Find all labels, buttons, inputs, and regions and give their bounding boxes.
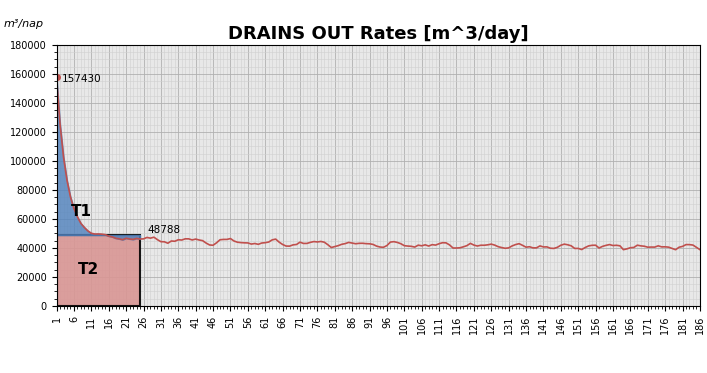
Title: DRAINS OUT Rates [m^3/day]: DRAINS OUT Rates [m^3/day]: [228, 25, 529, 43]
Bar: [57, 235, 140, 306]
Text: m³/nap: m³/nap: [4, 19, 44, 29]
Text: T2: T2: [78, 262, 99, 277]
Text: T1: T1: [71, 204, 91, 219]
Text: 48788: 48788: [147, 225, 180, 235]
Text: 157430: 157430: [62, 74, 101, 84]
